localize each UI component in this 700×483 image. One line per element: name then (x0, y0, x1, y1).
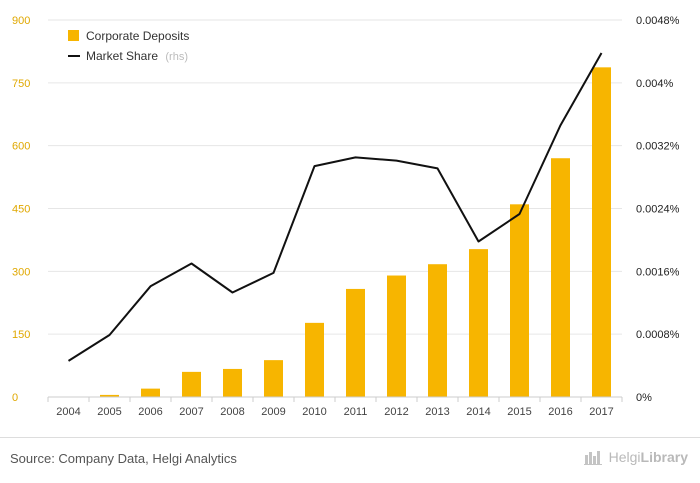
y-axis-right: 0% 0.0008% 0.0016% 0.0024% 0.0032% 0.004% 0.00… (636, 15, 680, 404)
bar-corporate-deposits (428, 264, 447, 397)
y-left-tick-label: 0 (12, 392, 18, 404)
y-left-tick-label: 450 (12, 204, 30, 216)
y-right-tick-label: 0% (636, 392, 652, 404)
bar-corporate-deposits (469, 249, 488, 397)
bar-corporate-deposits (141, 388, 160, 397)
x-tick-label: 2011 (344, 406, 368, 418)
y-left-tick-label: 300 (12, 266, 30, 278)
legend-swatch-corporate-deposits (68, 30, 79, 41)
y-right-tick-label: 0.0024% (636, 204, 680, 216)
x-tick-label: 2006 (138, 406, 162, 418)
source-note: Source: Company Data, Helgi Analytics (10, 451, 237, 466)
svg-text:Market Share (rhs): Market Share (rhs) (86, 49, 188, 63)
y-left-tick-label: 150 (12, 329, 30, 341)
y-right-tick-label: 0.0032% (636, 141, 680, 153)
y-right-tick-label: 0.0016% (636, 266, 680, 278)
x-tick-label: 2007 (179, 406, 203, 418)
x-tick-label: 2014 (466, 406, 490, 418)
y-right-tick-label: 0.004% (636, 78, 674, 90)
legend: Corporate Deposits Market Share (rhs) (68, 29, 189, 63)
legend-label-corporate-deposits: Corporate Deposits (86, 29, 189, 43)
y-left-tick-label: 750 (12, 78, 30, 90)
bar-corporate-deposits (510, 204, 529, 397)
x-tick-label: 2004 (56, 406, 80, 418)
y-left-tick-label: 600 (12, 141, 30, 153)
x-tick-label: 2005 (97, 406, 121, 418)
y-axis-left: 0 150 300 450 600 750 900 (12, 15, 30, 404)
x-tick-label: 2010 (302, 406, 326, 418)
x-tick-label: 2017 (589, 406, 613, 418)
x-tick-label: 2009 (261, 406, 285, 418)
library-logo-icon (583, 451, 602, 465)
x-tick-label: 2012 (384, 406, 408, 418)
line-market-share (67, 52, 603, 362)
y-right-tick-label: 0.0048% (636, 15, 680, 27)
x-tick-label: 2013 (425, 406, 449, 418)
bar-corporate-deposits (305, 322, 324, 397)
logo-text-library: Library (640, 449, 688, 465)
bar-corporate-deposits (346, 288, 365, 397)
legend-label-market-share: Market Share (86, 49, 158, 63)
logo-text-helgi: Helgi (608, 449, 641, 465)
bar-corporate-deposits (551, 158, 570, 397)
x-tick-label: 2008 (220, 406, 244, 418)
bar-corporate-deposits (182, 371, 201, 397)
x-tick-label: 2016 (548, 406, 572, 418)
x-tick-label: 2015 (507, 406, 531, 418)
helgi-library-logo: Helgi Library (583, 449, 688, 465)
x-axis: 2004 2005 2006 2007 2008 2009 2010 2011 2012 2013… (47, 396, 623, 418)
legend-label-rhs: (rhs) (165, 51, 188, 63)
footer-divider (0, 437, 700, 438)
bars-corporate-deposits (59, 67, 611, 397)
y-right-tick-label: 0.0008% (636, 329, 680, 341)
chart: 2004 2005 2006 2007 2008 2009 2010 2011 2012 2013… (12, 15, 680, 418)
series-line-market-share (67, 52, 603, 362)
y-left-tick-label: 900 (12, 15, 30, 27)
bar-corporate-deposits (100, 394, 119, 397)
bar-corporate-deposits (223, 368, 242, 397)
bar-corporate-deposits (264, 360, 283, 397)
bar-corporate-deposits (592, 67, 611, 397)
bar-corporate-deposits (387, 275, 406, 397)
